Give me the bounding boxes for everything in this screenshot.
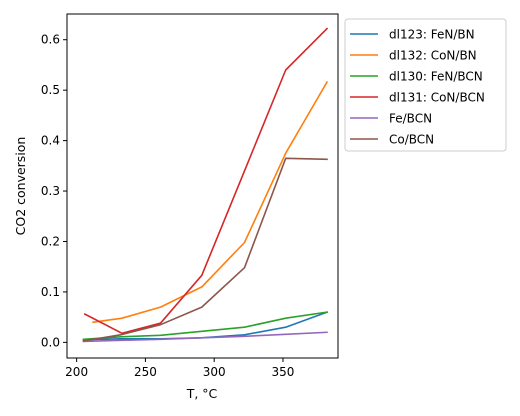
legend-label: Fe/BCN [389,112,432,126]
plot-lines [82,27,329,343]
y-tick-label: 0.1 [41,285,60,299]
x-tick-label: 250 [134,365,157,379]
series-line-5 [82,331,328,343]
legend-label: Co/BCN [389,133,434,147]
series-line-3 [82,311,328,341]
plot-area-frame [66,13,339,359]
y-axis: 0.0 0.1 0.2 0.3 0.4 0.5 0.6 [41,33,67,349]
x-axis: 200 250 300 350 [65,358,294,379]
x-tick-label: 200 [65,365,88,379]
x-tick-label: 300 [203,365,226,379]
x-axis-label: T, °C [186,386,218,401]
y-tick-label: 0.5 [41,83,60,97]
y-tick-label: 0.6 [41,33,60,47]
series-line-4 [83,27,329,335]
legend-label: dl132: CoN/BN [389,49,477,63]
legend-label: dl123: FeN/BN [389,28,475,42]
series-line-6 [82,157,328,342]
y-tick-label: 0.4 [41,134,60,148]
y-axis-label: CO2 conversion [13,137,28,236]
legend-label: dl131: CoN/BCN [389,91,485,105]
legend-frame [344,18,507,152]
legend: dl123: FeN/BN dl132: CoN/BN dl130: FeN/BCN… [344,18,507,152]
y-tick-label: 0.2 [41,234,60,248]
y-tick-label: 0.0 [41,335,60,349]
series-line-2 [92,81,329,324]
y-tick-label: 0.3 [41,184,60,198]
x-tick-label: 350 [272,365,295,379]
legend-label: dl130: FeN/BCN [389,70,483,84]
